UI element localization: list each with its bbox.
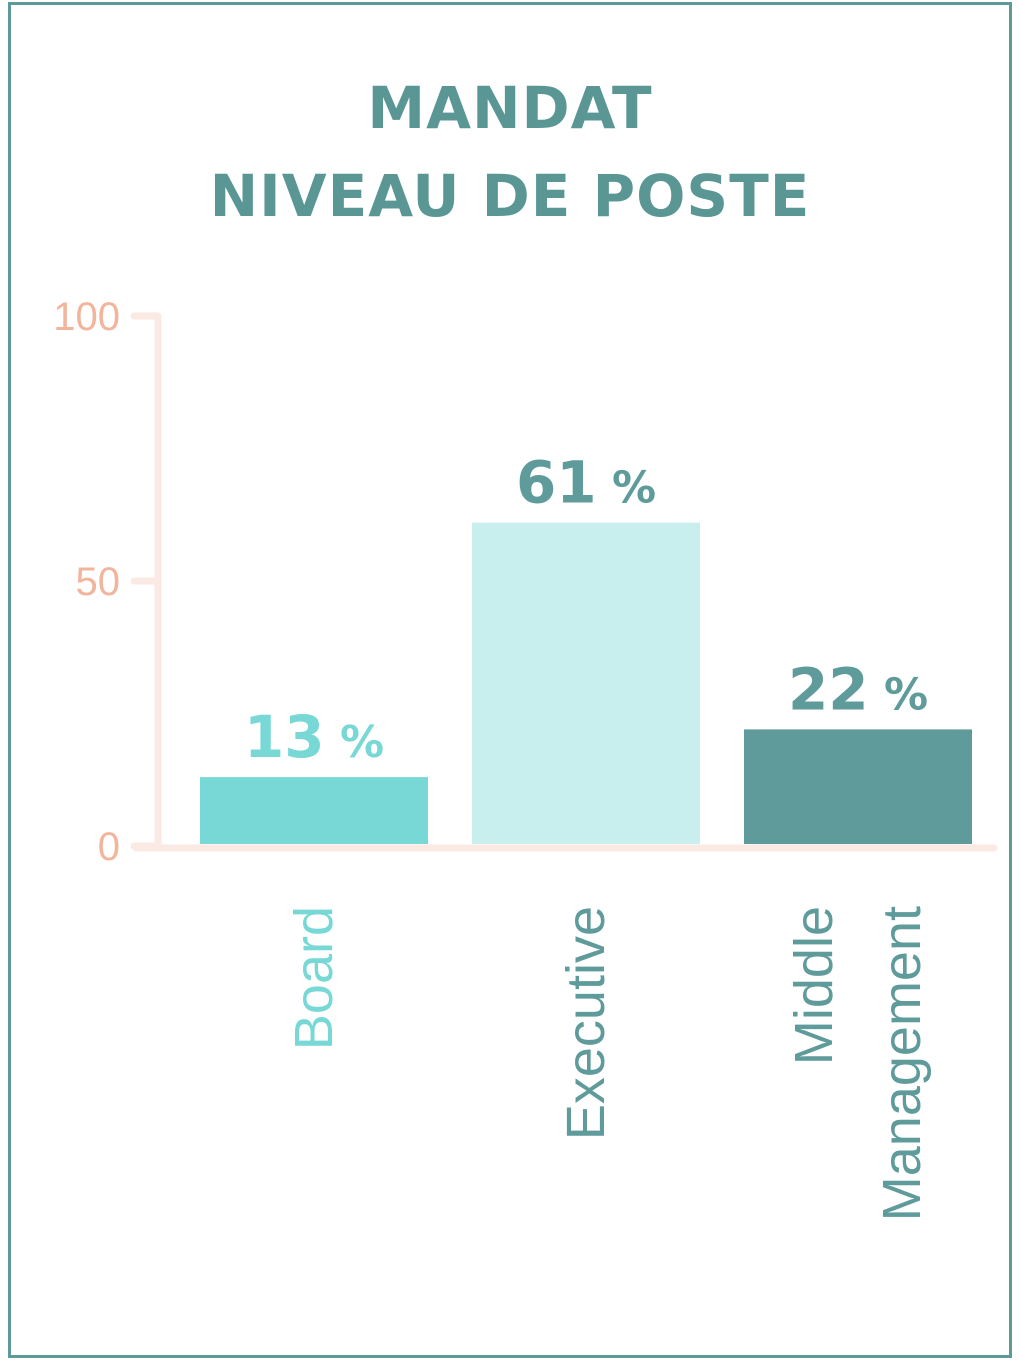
bar-1: [472, 522, 700, 844]
value-label-0: 13 %: [244, 703, 384, 771]
value-label-2: 22 %: [788, 655, 928, 723]
chart-title-line-1: MANDAT: [367, 74, 653, 142]
value-number: 22: [788, 655, 869, 723]
y-tick-label: 50: [76, 560, 121, 604]
value-unit: %: [597, 463, 656, 514]
value-label-1: 61 %: [516, 449, 656, 517]
y-tick-label: 100: [53, 295, 120, 339]
y-tick-label: 0: [98, 825, 120, 869]
bar-0: [200, 777, 428, 844]
chart-title-line-2: NIVEAU DE POSTE: [209, 162, 811, 230]
value-unit: %: [869, 669, 928, 720]
category-label-0: Board: [284, 906, 344, 1050]
value-unit: %: [325, 717, 384, 768]
category-label-2-line-1: Management: [872, 906, 932, 1221]
value-number: 61: [516, 449, 597, 517]
category-label-2-line-0: Middle: [784, 906, 844, 1065]
category-label-1: Executive: [556, 906, 616, 1140]
value-number: 13: [244, 703, 325, 771]
bar-2: [744, 729, 972, 844]
